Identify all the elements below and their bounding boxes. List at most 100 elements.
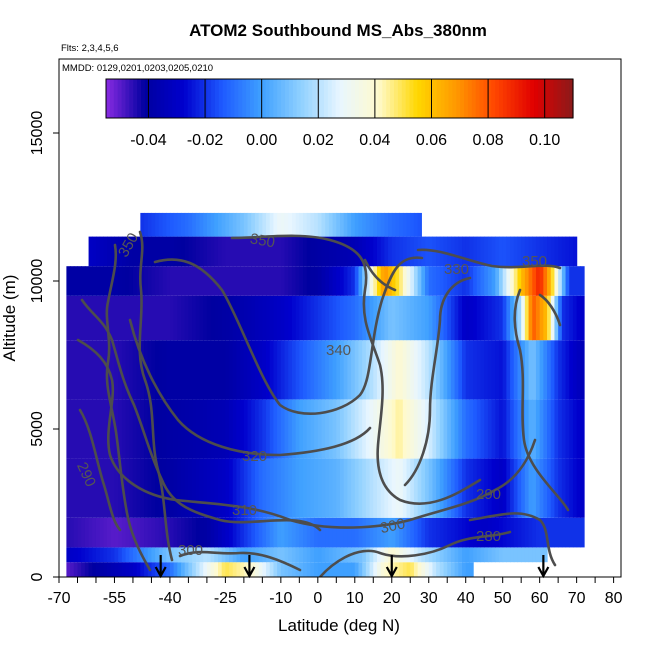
heatmap-cell xyxy=(425,517,430,548)
heatmap-cell xyxy=(258,399,263,459)
colorbar-swatch xyxy=(366,79,372,118)
heatmap-cell xyxy=(317,562,323,577)
heatmap-cell xyxy=(195,458,201,518)
heatmap-cell xyxy=(498,236,504,267)
heatmap-cell xyxy=(506,340,511,400)
heatmap-cell xyxy=(144,212,149,237)
heatmap-cell xyxy=(273,212,278,237)
heatmap-cell xyxy=(181,236,186,267)
heatmap-cell xyxy=(92,266,97,296)
heatmap-cell xyxy=(214,562,219,577)
heatmap-cell xyxy=(199,295,204,341)
heatmap-cell xyxy=(158,236,164,267)
heatmap-cell xyxy=(543,547,548,563)
heatmap-cell xyxy=(480,547,485,563)
heatmap-cell xyxy=(214,236,219,267)
heatmap-cell xyxy=(84,295,90,341)
colorbar-swatch xyxy=(144,79,150,118)
heatmap-cell xyxy=(347,340,352,400)
colorbar-swatch xyxy=(417,79,422,118)
heatmap-cell xyxy=(491,547,496,563)
heatmap-cell xyxy=(517,458,522,518)
heatmap-cell xyxy=(184,295,190,341)
heatmap-cell xyxy=(221,562,226,577)
heatmap-cell xyxy=(462,562,467,577)
heatmap-cell xyxy=(269,547,275,563)
heatmap-cell xyxy=(447,399,452,459)
heatmap-cell xyxy=(277,266,282,296)
heatmap-cell xyxy=(569,236,574,267)
heatmap-cell xyxy=(358,562,363,577)
heatmap-cell xyxy=(125,399,130,459)
heatmap-cell xyxy=(169,517,175,548)
heatmap-cell xyxy=(454,547,459,563)
heatmap-cell xyxy=(410,295,415,341)
heatmap-cell xyxy=(565,236,570,267)
heatmap-cell xyxy=(328,458,334,518)
heatmap-cell xyxy=(280,340,286,400)
colorbar-swatch xyxy=(168,79,173,118)
heatmap-cell xyxy=(569,399,574,459)
heatmap-cell xyxy=(77,340,82,400)
contour-label: 350 xyxy=(249,230,277,251)
heatmap-cell xyxy=(528,399,533,459)
heatmap-cell xyxy=(325,295,330,341)
heatmap-cell xyxy=(258,236,263,267)
heatmap-cell xyxy=(269,295,275,341)
heatmap-cell xyxy=(443,562,448,577)
heatmap-cell xyxy=(469,547,474,563)
down-arrow-icon xyxy=(385,566,398,579)
heatmap-cell xyxy=(306,266,312,296)
heatmap-cell xyxy=(317,547,323,563)
heatmap-cell xyxy=(547,266,552,296)
heatmap-cell xyxy=(288,295,293,341)
heatmap-cell xyxy=(243,236,249,267)
heatmap-cell xyxy=(506,295,511,341)
heatmap-cell xyxy=(395,295,400,341)
heatmap-cell xyxy=(103,399,108,459)
heatmap-cell xyxy=(306,562,312,577)
heatmap-cell xyxy=(380,562,385,577)
heatmap-cell xyxy=(199,517,204,548)
heatmap-cell xyxy=(358,266,363,296)
heatmap-cell xyxy=(203,212,208,237)
heatmap-cell xyxy=(314,547,319,563)
heatmap-cell xyxy=(321,562,326,577)
y-axis: 0 5000 10000 15000 xyxy=(29,111,59,581)
heatmap-cell xyxy=(498,340,504,400)
heatmap-cell xyxy=(192,295,197,341)
contour-label: 330 xyxy=(444,261,469,278)
heatmap-cell xyxy=(524,517,530,548)
heatmap-cell xyxy=(369,236,374,267)
heatmap-cell xyxy=(173,236,178,267)
heatmap-cell xyxy=(406,236,411,267)
heatmap-cell xyxy=(473,340,478,400)
heatmap-cell xyxy=(177,340,182,400)
heatmap-cell xyxy=(395,399,400,459)
heatmap-cell xyxy=(262,236,267,267)
heatmap-cell xyxy=(269,562,275,577)
heatmap-cell xyxy=(303,458,308,518)
heatmap-cell xyxy=(465,295,471,341)
heatmap-cell xyxy=(565,458,570,518)
heatmap-cell xyxy=(428,399,434,459)
heatmap-cell xyxy=(554,340,559,400)
heatmap-cell xyxy=(336,266,341,296)
heatmap-cell xyxy=(388,212,393,237)
heatmap-cell xyxy=(524,458,530,518)
heatmap-cell xyxy=(521,295,526,341)
heatmap-cell xyxy=(129,340,134,400)
colorbar-swatch xyxy=(343,79,348,118)
heatmap-cell xyxy=(491,266,496,296)
heatmap-cell xyxy=(195,547,201,563)
heatmap-cell xyxy=(465,547,471,563)
heatmap-cell xyxy=(262,562,267,577)
heatmap-cell xyxy=(391,517,397,548)
heatmap-cell xyxy=(181,340,186,400)
heatmap-cell xyxy=(328,236,334,267)
heatmap-cell xyxy=(506,236,511,267)
heatmap-cell xyxy=(558,295,563,341)
heatmap-cell xyxy=(206,458,212,518)
heatmap-cell xyxy=(550,340,556,400)
heatmap-cell xyxy=(221,266,226,296)
